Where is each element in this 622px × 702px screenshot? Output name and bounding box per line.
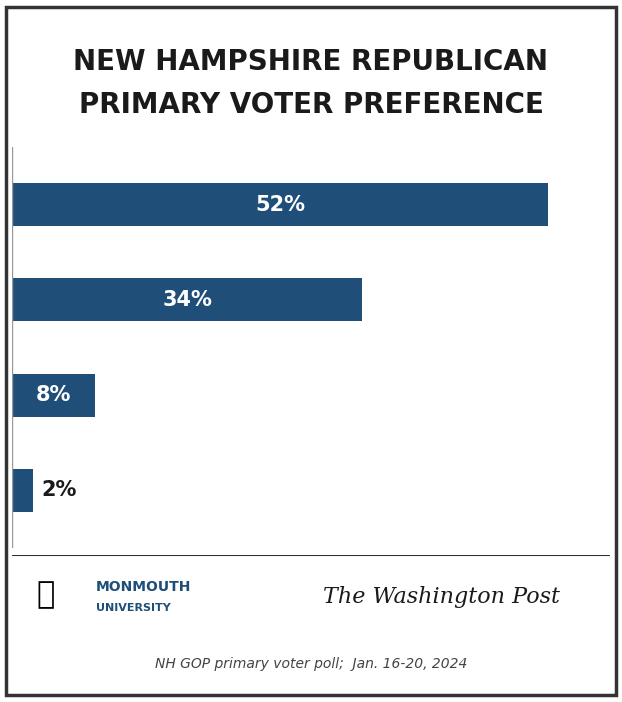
Bar [12,279,363,322]
Text: NH GOP primary voter poll;  Jan. 16-20, 2024: NH GOP primary voter poll; Jan. 16-20, 2… [155,657,467,671]
Text: The Washington Post: The Washington Post [323,586,560,608]
Text: UNIVERSITY: UNIVERSITY [96,603,171,613]
Text: PRIMARY VOTER PREFERENCE: PRIMARY VOTER PREFERENCE [78,91,544,119]
Text: MONMOUTH: MONMOUTH [96,580,192,594]
Bar [12,183,548,226]
Text: NEW HAMPSHIRE REPUBLICAN: NEW HAMPSHIRE REPUBLICAN [73,48,549,76]
Text: 8%: 8% [36,385,72,405]
Text: 2%: 2% [41,480,77,501]
Bar [12,469,33,512]
Text: 34%: 34% [162,290,212,310]
Text: 52%: 52% [255,194,305,215]
Text: 🏛: 🏛 [36,580,55,609]
Bar [12,373,95,416]
